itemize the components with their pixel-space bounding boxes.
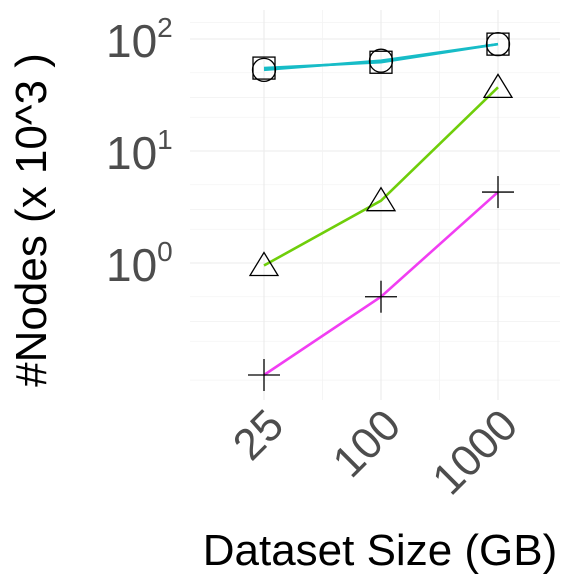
marker-plus [365,280,397,313]
marker-circle [251,57,277,83]
y-tick-label: 102 [106,12,173,67]
marker-circle [368,48,394,73]
series [248,31,514,391]
marker-circle [485,31,511,57]
x-tick-labels: 25 100 1000 [224,400,527,504]
marker-plus [482,176,514,209]
y-axis-title: #Nodes (x 10^3 ) [7,53,56,387]
x-axis-title: Dataset Size (GB) [203,526,558,575]
y-tick-label: 100 [106,236,173,291]
marker-triangle [482,73,514,99]
y-tick-labels: 100 101 102 [106,12,173,291]
marker-plus [248,359,280,391]
x-tick-label: 1000 [423,400,527,504]
series-line-triangle [263,86,499,267]
x-tick-label: 25 [224,400,293,469]
marker-triangle [248,251,280,277]
y-tick-label: 101 [106,124,173,179]
series-line-circle [263,42,499,72]
x-tick-label: 100 [324,400,411,487]
marker-triangle [365,186,397,212]
